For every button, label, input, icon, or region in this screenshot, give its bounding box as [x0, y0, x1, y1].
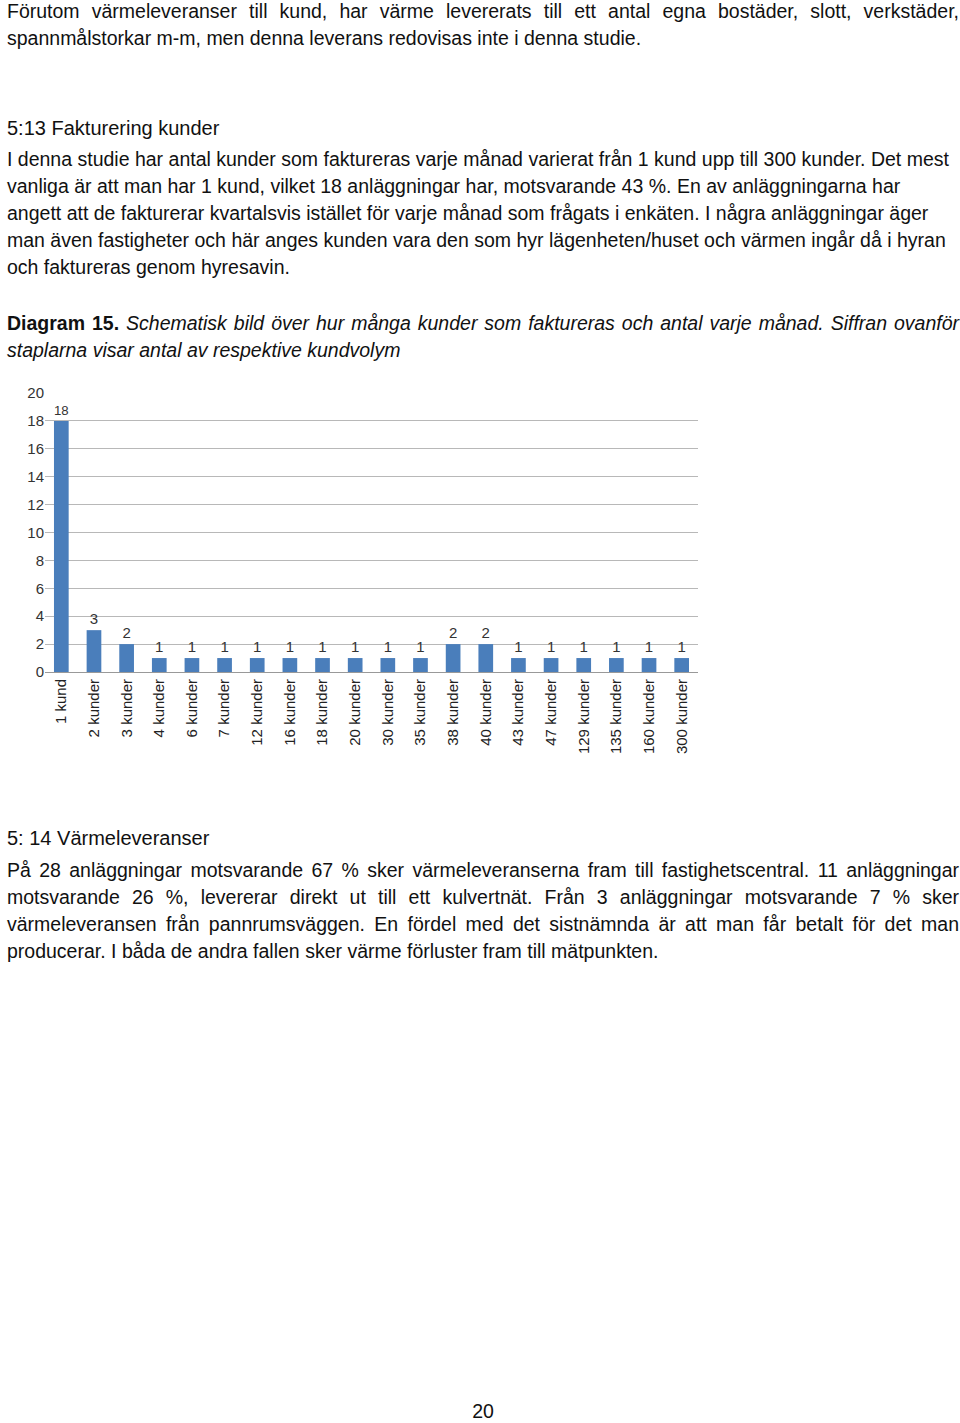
svg-text:7 kunder: 7 kunder	[215, 679, 232, 737]
svg-text:1: 1	[645, 638, 653, 655]
svg-text:14: 14	[27, 468, 44, 485]
svg-text:1: 1	[612, 638, 620, 655]
svg-text:1: 1	[514, 638, 522, 655]
svg-text:43 kunder: 43 kunder	[509, 679, 526, 746]
svg-text:3: 3	[90, 610, 98, 627]
svg-text:1: 1	[188, 638, 196, 655]
html-text:5:13 Fakturering kunder: 5:13 Fakturering kunder	[7, 117, 220, 139]
svg-text:10: 10	[27, 524, 44, 541]
svg-text:1: 1	[416, 638, 424, 655]
svg-text:129 kunder: 129 kunder	[575, 679, 592, 754]
svg-text:1: 1	[220, 638, 228, 655]
svg-text:16: 16	[27, 440, 44, 457]
svg-text:1: 1	[678, 638, 686, 655]
svg-text:1: 1	[580, 638, 588, 655]
svg-text:6: 6	[36, 580, 44, 597]
svg-text:4 kunder: 4 kunder	[150, 679, 167, 737]
html-text:På 28 anläggningar motsvarande: På 28 anläggningar motsvarande 67 % sker…	[7, 859, 959, 962]
html-text:20: 20	[472, 1400, 494, 1422]
svg-text:1: 1	[286, 638, 294, 655]
svg-text:300 kunder: 300 kunder	[673, 679, 690, 754]
svg-text:2 kunder: 2 kunder	[85, 679, 102, 737]
svg-text:18: 18	[54, 403, 69, 418]
svg-text:1: 1	[253, 638, 261, 655]
svg-text:2: 2	[449, 624, 457, 641]
svg-text:20: 20	[27, 384, 44, 401]
html-text:Diagram 15. Schematisk bild öv: Diagram 15. Schematisk bild över hur mån…	[7, 312, 959, 361]
html-text:I denna studie har antal kunde: I denna studie har antal kunder som fakt…	[7, 148, 949, 278]
svg-text:2: 2	[122, 624, 130, 641]
svg-text:20 kunder: 20 kunder	[346, 679, 363, 746]
svg-text:135 kunder: 135 kunder	[607, 679, 624, 754]
svg-text:30 kunder: 30 kunder	[379, 679, 396, 746]
svg-text:2: 2	[482, 624, 490, 641]
svg-text:18: 18	[27, 412, 44, 429]
svg-text:12: 12	[27, 496, 44, 513]
svg-text:3 kunder: 3 kunder	[118, 679, 135, 737]
svg-text:40 kunder: 40 kunder	[477, 679, 494, 746]
svg-text:160 kunder: 160 kunder	[640, 679, 657, 754]
html-text:Förutom värmeleveranser till k: Förutom värmeleveranser till kund, har v…	[7, 0, 959, 49]
svg-text:35 kunder: 35 kunder	[411, 679, 428, 746]
svg-text:1: 1	[547, 638, 555, 655]
svg-text:16 kunder: 16 kunder	[281, 679, 298, 746]
svg-text:0: 0	[36, 663, 44, 680]
svg-text:1: 1	[351, 638, 359, 655]
svg-text:38 kunder: 38 kunder	[444, 679, 461, 746]
svg-text:8: 8	[36, 552, 44, 569]
svg-text:1 kund: 1 kund	[52, 679, 69, 724]
svg-text:47 kunder: 47 kunder	[542, 679, 559, 746]
svg-text:4: 4	[36, 607, 44, 624]
svg-text:12 kunder: 12 kunder	[248, 679, 265, 746]
svg-text:18 kunder: 18 kunder	[313, 679, 330, 746]
svg-text:1: 1	[155, 638, 163, 655]
svg-text:1: 1	[318, 638, 326, 655]
html-text:5: 14 Värmeleveranser: 5: 14 Värmeleveranser	[7, 827, 210, 849]
svg-text:6 kunder: 6 kunder	[183, 679, 200, 737]
svg-text:2: 2	[36, 635, 44, 652]
svg-text:1: 1	[384, 638, 392, 655]
